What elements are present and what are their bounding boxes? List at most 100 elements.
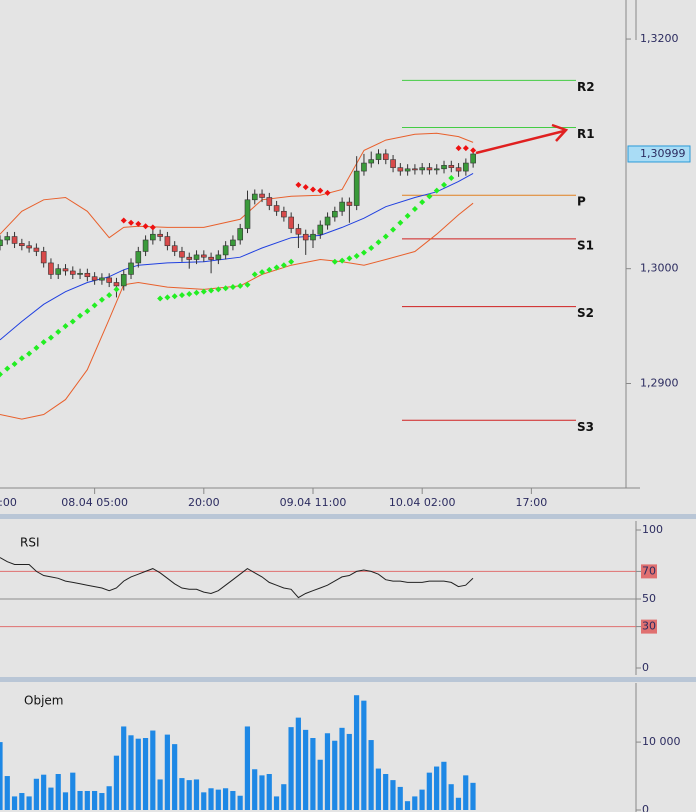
volume-bar — [295, 717, 301, 810]
volume-bar — [33, 778, 39, 810]
candle-body — [332, 210, 338, 218]
candle-body — [455, 167, 462, 172]
sar-dot — [390, 226, 397, 233]
volume-bar — [135, 738, 141, 810]
candle-body — [346, 201, 353, 206]
candle-body — [324, 216, 331, 226]
volume-bar — [390, 780, 396, 810]
volume-bar — [215, 789, 221, 810]
volume-bar — [324, 733, 331, 810]
sar-dot — [280, 262, 287, 269]
volume-bar — [62, 792, 69, 810]
sar-dot — [266, 266, 273, 273]
volume-bar — [150, 730, 156, 810]
x-tick-label: 08.04 05:00 — [61, 496, 128, 509]
pivot-label: S2 — [577, 306, 594, 320]
volume-bar — [346, 733, 352, 810]
sar-dot — [142, 223, 149, 230]
volume-bar — [26, 796, 32, 810]
sar-dot — [135, 220, 142, 227]
last-price-box — [627, 145, 691, 163]
arrow-head — [551, 123, 569, 142]
candle-body — [375, 153, 382, 160]
sar-dot — [178, 292, 185, 299]
panel-separator — [0, 514, 696, 519]
sar-dot — [288, 258, 295, 265]
y-tick-label: 30 — [642, 620, 656, 633]
volume-bar — [441, 761, 447, 810]
sar-dot — [208, 287, 215, 294]
sar-dot — [273, 264, 280, 271]
pivot-label: S3 — [577, 420, 594, 434]
volume-bar — [193, 779, 200, 810]
candle-body — [69, 270, 76, 275]
volume-bar — [426, 772, 432, 810]
panel-title: RSI — [20, 536, 40, 550]
volume-bar — [55, 774, 61, 810]
sar-dot — [426, 193, 433, 200]
candle-body — [157, 233, 163, 237]
pivot-label: R1 — [577, 127, 595, 141]
x-tick-label: 10.04 02:00 — [389, 496, 456, 509]
volume-bar — [106, 786, 112, 810]
sar-dot — [331, 258, 338, 265]
sar-dot — [171, 293, 178, 300]
sar-dot — [346, 255, 353, 262]
candle-body — [317, 224, 324, 235]
volume-bar — [303, 729, 309, 810]
sar-dot — [324, 189, 331, 196]
y-tick-label: 1,3200 — [640, 32, 679, 45]
volume-bar — [157, 779, 163, 810]
candle-body — [99, 277, 105, 281]
volume-bar — [252, 769, 258, 810]
candle-body — [120, 274, 127, 287]
volume-bar — [404, 801, 411, 810]
sar-dot — [47, 334, 54, 341]
candle-body — [295, 228, 302, 235]
last-price-label: 1,30999 — [640, 147, 686, 160]
volume-bar — [339, 727, 345, 810]
sar-dot — [411, 205, 418, 212]
volume-bar — [448, 784, 454, 810]
candle-body — [201, 254, 207, 258]
sar-dot — [120, 217, 127, 224]
candle-body — [302, 233, 309, 241]
sar-dot — [62, 323, 69, 330]
candle-body — [244, 199, 251, 229]
volume-bar — [91, 790, 98, 810]
sar-dot — [4, 365, 11, 372]
candle-body — [128, 262, 134, 275]
candle-body — [4, 236, 11, 241]
candle-body — [448, 165, 455, 168]
volume-bar — [383, 774, 389, 810]
sar-dot — [69, 318, 76, 325]
sar-dot — [186, 290, 193, 297]
sar-dot — [193, 289, 200, 296]
candle-body — [62, 268, 69, 272]
sar-dot — [149, 224, 156, 231]
sar-dot — [259, 269, 266, 276]
sar-dot — [375, 239, 382, 246]
sar-dot — [462, 145, 469, 152]
sar-dot — [455, 145, 462, 152]
sar-dot — [106, 292, 113, 299]
sar-dot — [251, 271, 258, 278]
sar-dot — [295, 181, 302, 188]
sar-dot — [302, 184, 309, 191]
candle-body — [412, 168, 418, 171]
sar-dot — [77, 312, 84, 319]
candle-body — [368, 159, 375, 164]
y-tick-label: 10 000 — [642, 735, 681, 748]
volume-bar — [368, 740, 374, 810]
volume-bar — [463, 775, 469, 810]
candle-body — [353, 170, 360, 206]
volume-bar — [332, 740, 338, 810]
candle-body — [0, 239, 3, 247]
volume-bar — [470, 782, 476, 810]
candle-body — [26, 245, 32, 249]
sar-dot — [200, 288, 207, 295]
volume-bar — [230, 790, 236, 810]
sar-dot — [441, 181, 448, 188]
volume-bar — [281, 784, 287, 810]
